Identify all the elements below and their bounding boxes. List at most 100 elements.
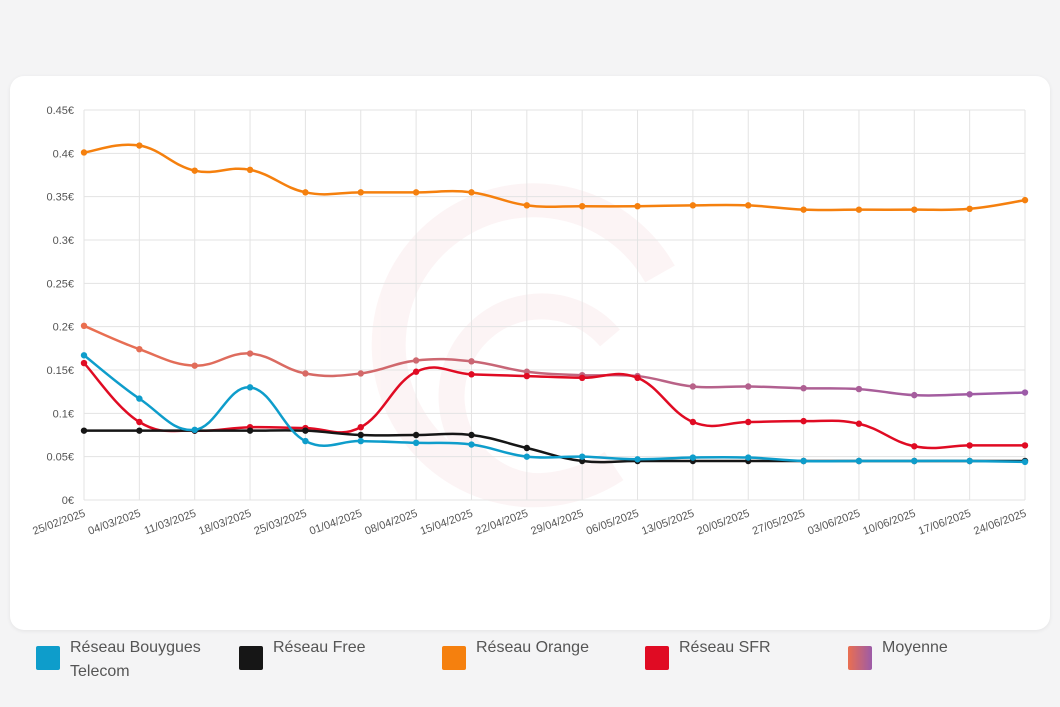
x-tick-label: 11/03/2025 bbox=[143, 508, 198, 538]
legend-swatch bbox=[442, 646, 466, 670]
data-point[interactable] bbox=[246, 384, 254, 391]
data-point[interactable] bbox=[302, 370, 309, 377]
data-point[interactable] bbox=[412, 439, 420, 446]
data-point[interactable] bbox=[911, 391, 918, 399]
data-point[interactable] bbox=[745, 202, 752, 209]
data-point[interactable] bbox=[578, 374, 586, 381]
data-point[interactable] bbox=[578, 203, 586, 210]
data-point[interactable] bbox=[523, 372, 531, 380]
data-point[interactable] bbox=[689, 383, 697, 390]
data-point[interactable] bbox=[80, 322, 88, 329]
data-point[interactable] bbox=[523, 453, 531, 460]
legend-item-0[interactable]: Réseau Bouygues Telecom bbox=[36, 636, 220, 684]
data-point[interactable] bbox=[523, 202, 531, 209]
legend-label: Réseau Free bbox=[273, 639, 366, 656]
x-tick-label: 10/06/2025 bbox=[861, 508, 917, 538]
data-point[interactable] bbox=[966, 442, 973, 449]
x-axis: 25/02/2025 04/03/2025 11/03/2025 18/03/2025… bbox=[31, 508, 1028, 538]
data-point[interactable] bbox=[689, 202, 697, 209]
data-point[interactable] bbox=[302, 189, 309, 196]
data-point[interactable] bbox=[246, 166, 254, 173]
data-point[interactable] bbox=[966, 205, 973, 212]
data-point[interactable] bbox=[357, 437, 364, 445]
data-point[interactable] bbox=[468, 431, 475, 439]
data-point[interactable] bbox=[578, 453, 586, 460]
data-point[interactable] bbox=[80, 149, 88, 156]
data-point[interactable] bbox=[800, 206, 807, 213]
y-tick-label: 0.1€ bbox=[53, 408, 74, 420]
data-point[interactable] bbox=[357, 370, 364, 377]
x-tick-label: 29/04/2025 bbox=[529, 508, 585, 538]
data-point[interactable] bbox=[855, 420, 863, 427]
legend-item-4[interactable]: Moyenne bbox=[848, 636, 948, 670]
series-line bbox=[83, 143, 1026, 212]
data-point[interactable] bbox=[1021, 442, 1029, 449]
data-point[interactable] bbox=[191, 426, 198, 433]
data-point[interactable] bbox=[745, 383, 752, 390]
legend-swatch bbox=[239, 646, 263, 670]
data-point[interactable] bbox=[136, 395, 143, 402]
data-point[interactable] bbox=[412, 189, 420, 196]
data-point[interactable] bbox=[412, 357, 420, 364]
y-tick-label: 0.3€ bbox=[53, 235, 74, 247]
data-point[interactable] bbox=[855, 206, 863, 213]
data-point[interactable] bbox=[136, 346, 143, 353]
data-point[interactable] bbox=[357, 189, 364, 196]
data-point[interactable] bbox=[855, 457, 863, 465]
x-tick-label: 27/05/2025 bbox=[751, 508, 807, 538]
y-tick-label: 0€ bbox=[62, 495, 74, 507]
data-point[interactable] bbox=[412, 368, 420, 375]
data-point[interactable] bbox=[634, 374, 641, 381]
legend-item-2[interactable]: Réseau Orange bbox=[442, 636, 589, 670]
data-point[interactable] bbox=[136, 142, 143, 149]
data-point[interactable] bbox=[80, 359, 88, 367]
data-point[interactable] bbox=[689, 418, 697, 426]
data-point[interactable] bbox=[1021, 196, 1029, 204]
data-point[interactable] bbox=[412, 431, 420, 439]
data-point[interactable] bbox=[689, 454, 697, 461]
legend-label: Réseau Orange bbox=[476, 639, 589, 656]
data-point[interactable] bbox=[302, 427, 309, 434]
data-point[interactable] bbox=[800, 457, 807, 465]
data-point[interactable] bbox=[191, 362, 198, 369]
data-point[interactable] bbox=[468, 189, 475, 196]
x-tick-label: 17/06/2025 bbox=[917, 508, 973, 538]
data-point[interactable] bbox=[246, 427, 254, 434]
data-point[interactable] bbox=[191, 167, 198, 174]
x-tick-label: 18/03/2025 bbox=[197, 508, 253, 538]
data-point[interactable] bbox=[523, 444, 531, 452]
data-point[interactable] bbox=[302, 437, 309, 445]
data-point[interactable] bbox=[911, 443, 918, 450]
data-point[interactable] bbox=[80, 427, 88, 434]
data-point[interactable] bbox=[966, 457, 973, 465]
data-point[interactable] bbox=[911, 457, 918, 465]
data-point[interactable] bbox=[800, 385, 807, 392]
data-point[interactable] bbox=[634, 456, 641, 463]
data-point[interactable] bbox=[1021, 458, 1029, 466]
legend-item-3[interactable]: Réseau SFR bbox=[645, 636, 771, 670]
data-point[interactable] bbox=[246, 350, 254, 357]
data-point[interactable] bbox=[136, 418, 143, 426]
data-point[interactable] bbox=[136, 427, 143, 434]
data-point[interactable] bbox=[357, 424, 364, 431]
data-point[interactable] bbox=[1021, 389, 1029, 396]
data-point[interactable] bbox=[911, 206, 918, 213]
data-point[interactable] bbox=[468, 371, 475, 378]
data-point[interactable] bbox=[745, 418, 752, 426]
data-point[interactable] bbox=[855, 385, 863, 393]
data-point[interactable] bbox=[800, 417, 807, 425]
data-point[interactable] bbox=[468, 441, 475, 448]
y-tick-label: 0.15€ bbox=[46, 365, 74, 377]
data-point[interactable] bbox=[357, 431, 364, 439]
data-point[interactable] bbox=[80, 352, 88, 359]
y-tick-label: 0.35€ bbox=[46, 192, 74, 204]
data-point[interactable] bbox=[634, 203, 641, 210]
series-3 bbox=[80, 359, 1029, 450]
data-point[interactable] bbox=[966, 391, 973, 398]
series-line bbox=[83, 354, 1026, 464]
y-tick-label: 0.2€ bbox=[53, 322, 74, 334]
legend-item-1[interactable]: Réseau Free bbox=[239, 636, 366, 670]
data-point[interactable] bbox=[468, 358, 475, 365]
series-line bbox=[83, 324, 1026, 397]
data-point[interactable] bbox=[745, 454, 752, 461]
